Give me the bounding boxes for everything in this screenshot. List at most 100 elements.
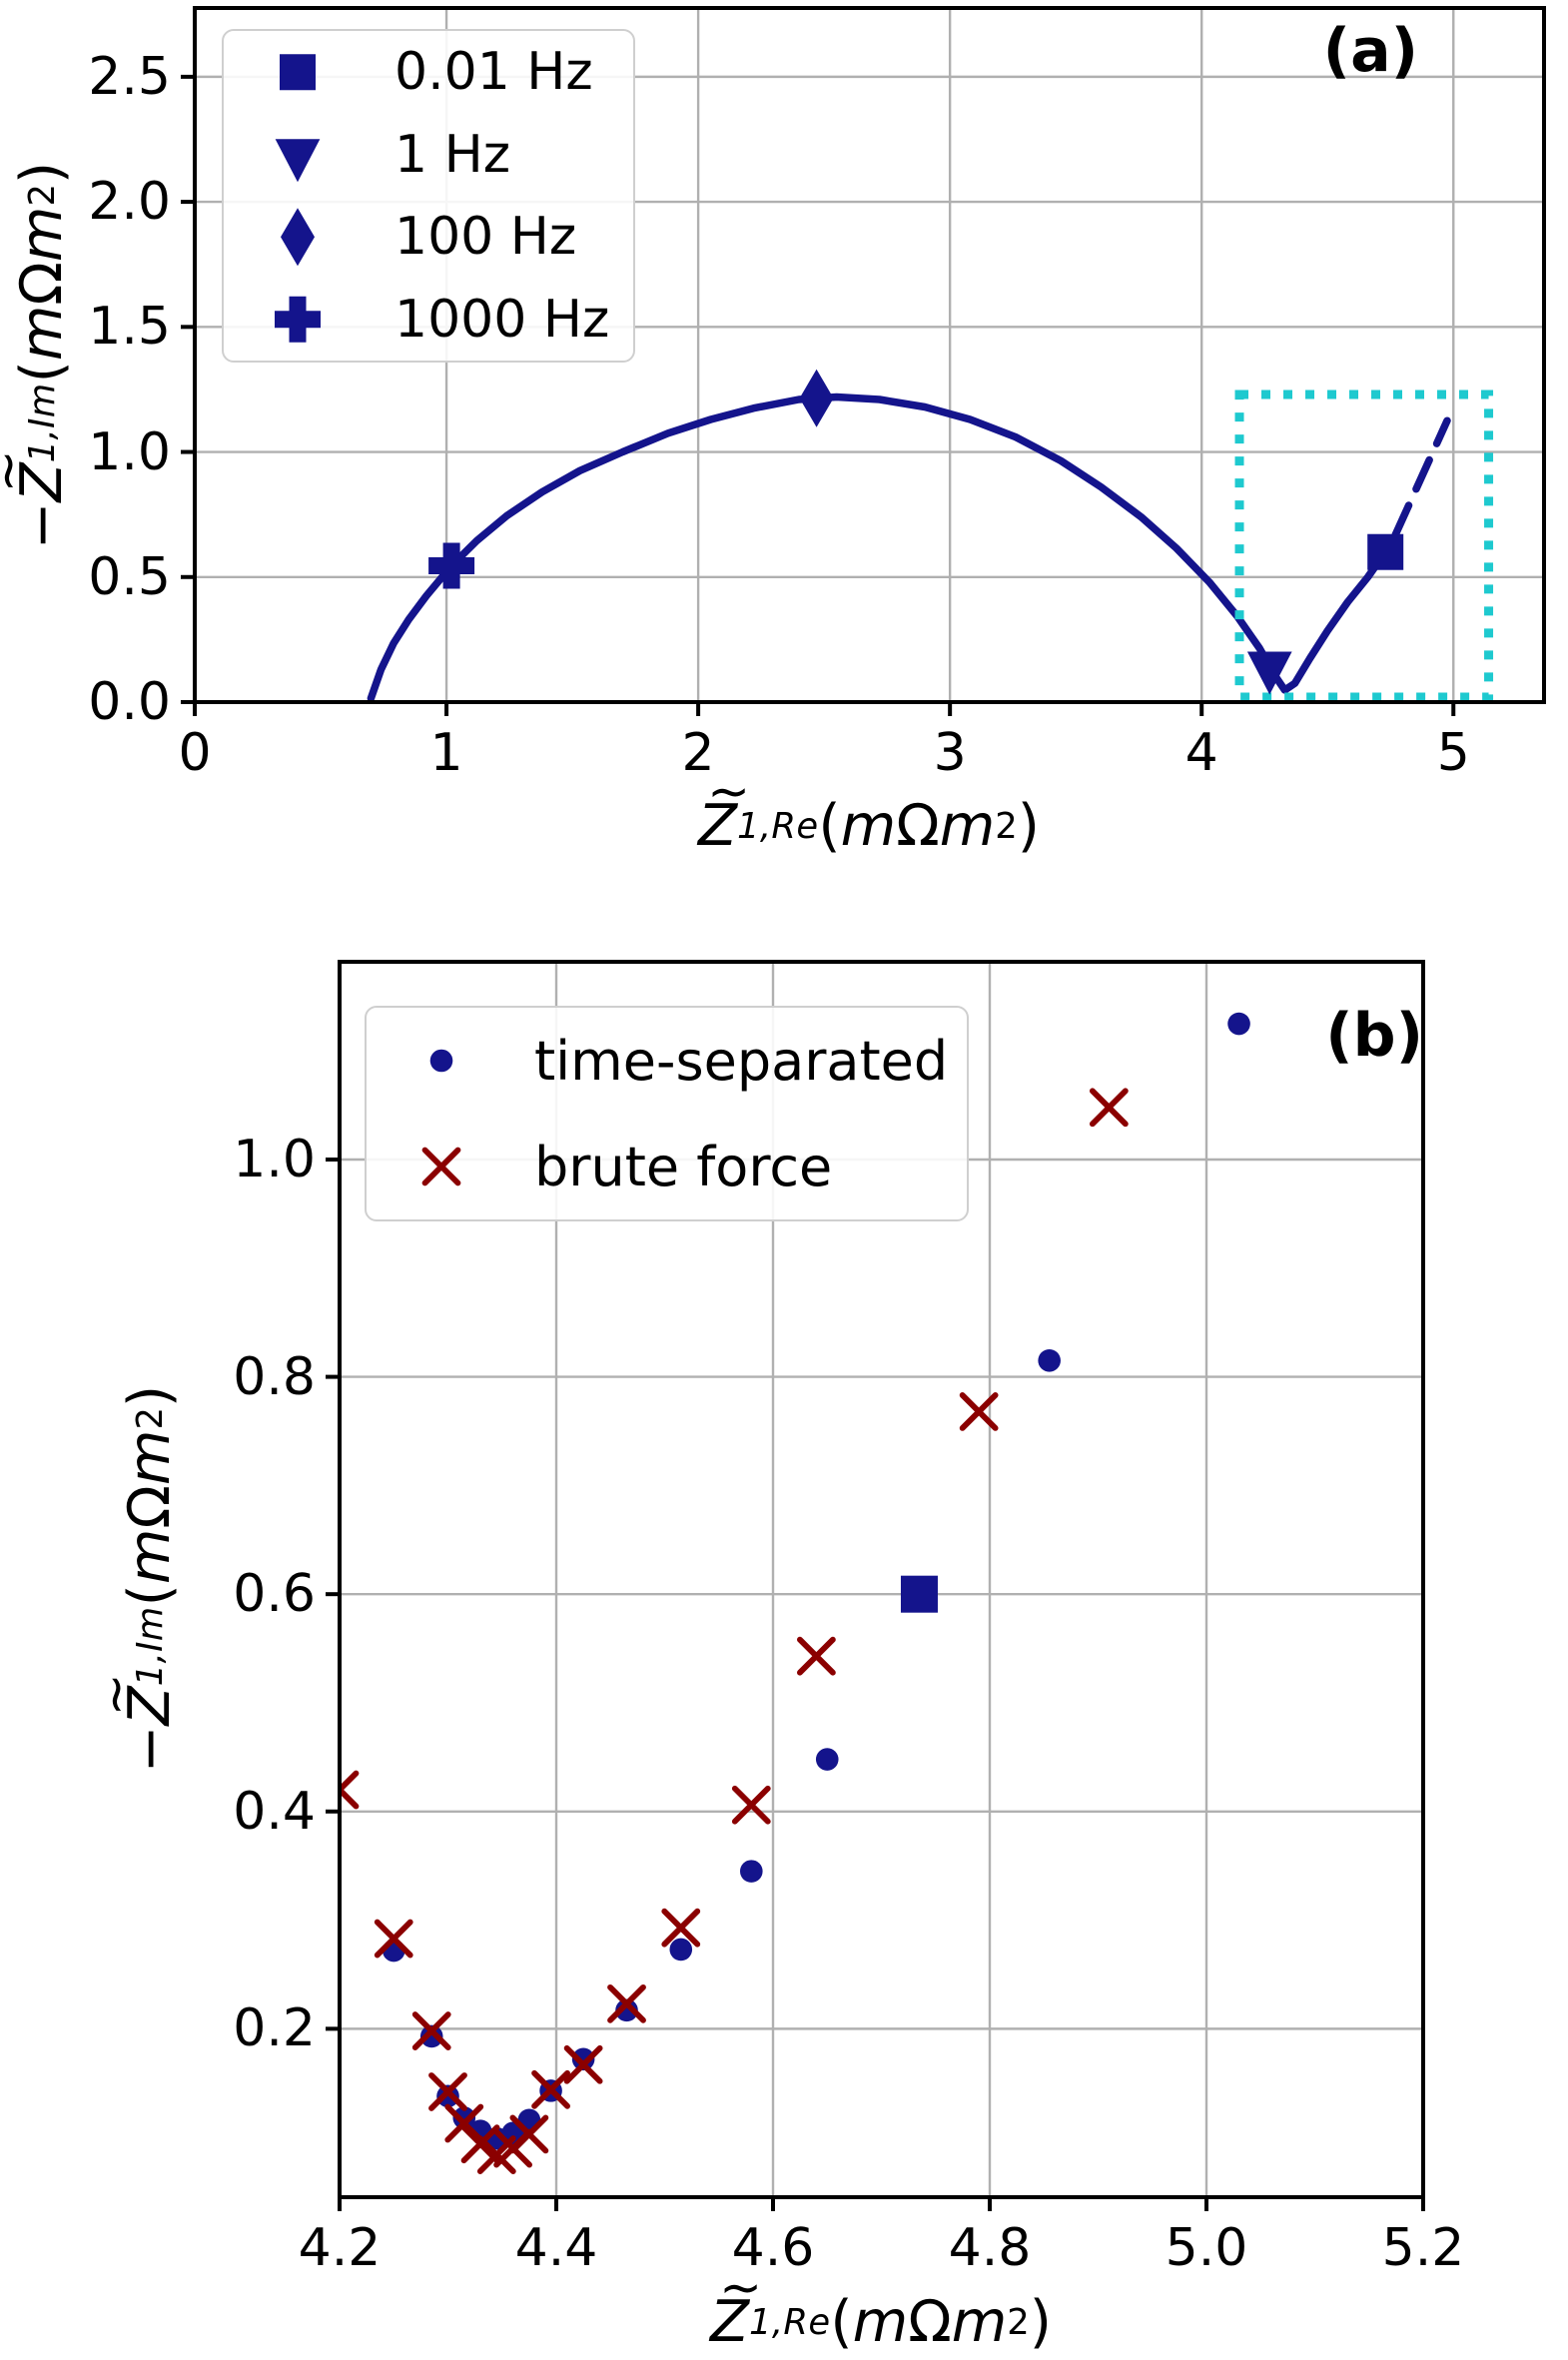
plot-border [338, 960, 1425, 2199]
circle-marker [815, 1748, 839, 1771]
legend-box: 0.01 Hz 1 Hz 100 Hz 1000 Hz [222, 29, 635, 363]
y-tick-label: 0.8 [233, 1346, 316, 1407]
x-marker [959, 1392, 999, 1431]
x-axis-label-token: ~ Z [697, 762, 751, 859]
x-tick-label: 4.8 [948, 2218, 1032, 2278]
y-axis-label-token: ( [117, 1584, 183, 1607]
legend-entry-label: brute force [534, 1135, 833, 1198]
square-marker [1367, 533, 1404, 570]
x-tick-label: 3 [933, 723, 967, 783]
x-tick-label: 4.6 [731, 2218, 815, 2278]
data-layer [367, 369, 1494, 702]
x-tick-label: 0 [178, 723, 212, 783]
x-marker [797, 1636, 836, 1676]
legend-markers [421, 1049, 461, 1186]
x-marker [374, 1919, 413, 1959]
y-axis-label-token: ~Z [86, 1673, 183, 1726]
x-tick-label: 5.2 [1381, 2218, 1465, 2278]
x-axis-label-token: ( [830, 2289, 853, 2355]
triangle-down-marker [275, 139, 321, 183]
y-tick-label: 1.0 [88, 421, 171, 482]
circle-marker [1227, 1012, 1250, 1036]
y-axis-label-token: Ω [117, 1485, 183, 1529]
square-marker [900, 1575, 938, 1613]
x-marker [340, 1770, 360, 1810]
x-tick-label: 4 [1184, 723, 1218, 783]
x-tick-label: 5 [1436, 723, 1470, 783]
panel-label-a: (a) [1322, 16, 1418, 86]
plot-border [193, 6, 1546, 704]
extrapolation-dashed-line [1391, 416, 1451, 538]
y-tick-label: 2.5 [88, 46, 171, 107]
legend-entry-label: 1000 Hz [394, 289, 610, 350]
x-marker [428, 2072, 467, 2111]
legend-box: time-separated brute force [365, 1006, 969, 1221]
x-axis-label-token: 1,Re [749, 2301, 831, 2343]
diamond-marker [799, 369, 834, 427]
x-marker [460, 2124, 500, 2164]
circle-marker [571, 2047, 595, 2071]
x-axis-label: ~ Z 1,Re(m Ω m 2) [419, 762, 1318, 863]
circle-marker [1038, 1348, 1061, 1372]
x-marker [1089, 1088, 1129, 1128]
x-axis-label-token: 2 [995, 805, 1018, 847]
x-axis-label-token: ) [1029, 2289, 1053, 2355]
legend-entry-label: time-separated [534, 1029, 949, 1093]
y-tick-label: 0.0 [88, 672, 171, 732]
y-tick-label: 0.5 [88, 546, 171, 607]
x-tick-label: 4.2 [298, 2218, 382, 2278]
x-marker [607, 1983, 646, 2023]
legend-entry-label: 1 Hz [394, 124, 511, 185]
legend-entry-label: 0.01 Hz [394, 42, 593, 103]
x-axis-label: ~ Z 1,Re(m Ω m 2) [431, 2258, 1330, 2359]
tilde-accent: ~ [719, 2258, 763, 2319]
y-axis-label-token: m [117, 1528, 183, 1585]
x-marker [661, 1908, 701, 1948]
zoom-region-box [1234, 390, 1494, 702]
x-axis-label-token: m [840, 793, 897, 859]
legend-entry-label: 100 Hz [394, 207, 577, 268]
x-axis-label-token: m [852, 2289, 909, 2355]
x-tick-label: 4.4 [514, 2218, 598, 2278]
y-tick-label: 1.5 [88, 297, 171, 358]
x-tick-label: 1 [429, 723, 463, 783]
x-marker [731, 1785, 771, 1825]
circle-marker [452, 2106, 476, 2129]
square-marker [280, 54, 316, 91]
x-axis-label-token: ) [1017, 793, 1041, 859]
circle-marker [419, 2024, 443, 2048]
x-axis-label-token: 1,Re [737, 805, 819, 847]
panel-label-b: (b) [1325, 1001, 1423, 1071]
diamond-marker [281, 208, 315, 267]
x-tick-label: 2 [681, 723, 715, 783]
x-marker [509, 2114, 549, 2154]
x-marker [563, 2044, 603, 2084]
y-tick-label: 0.4 [233, 1781, 316, 1842]
y-tick-label: 2.0 [88, 172, 171, 233]
y-axis-label-token: − [117, 1725, 183, 1774]
y-tick-label: 1.0 [233, 1130, 316, 1189]
x-axis-label-token: Ω [908, 2289, 952, 2355]
data-layer [340, 1012, 1250, 2174]
circle-marker [429, 1049, 453, 1073]
x-axis-label-token: Ω [896, 793, 940, 859]
x-tick-label: 5.0 [1165, 2218, 1248, 2278]
x-axis-label-token: m [951, 2289, 1008, 2355]
triangle-down-marker [1246, 651, 1292, 695]
legend-markers [275, 54, 321, 343]
circle-marker [615, 1998, 638, 2022]
circle-marker [669, 1938, 693, 1962]
y-axis-label-token: m [117, 1429, 183, 1486]
y-tick-label: 0.6 [233, 1564, 316, 1625]
x-marker [531, 2069, 570, 2109]
x-axis-label-token: ( [818, 793, 841, 859]
x-axis-label-token: ~ Z [709, 2258, 763, 2355]
x-marker [444, 2103, 484, 2143]
x-marker [411, 2011, 451, 2050]
y-axis-label-token: 2 [129, 1407, 171, 1430]
plus-marker [275, 296, 321, 343]
